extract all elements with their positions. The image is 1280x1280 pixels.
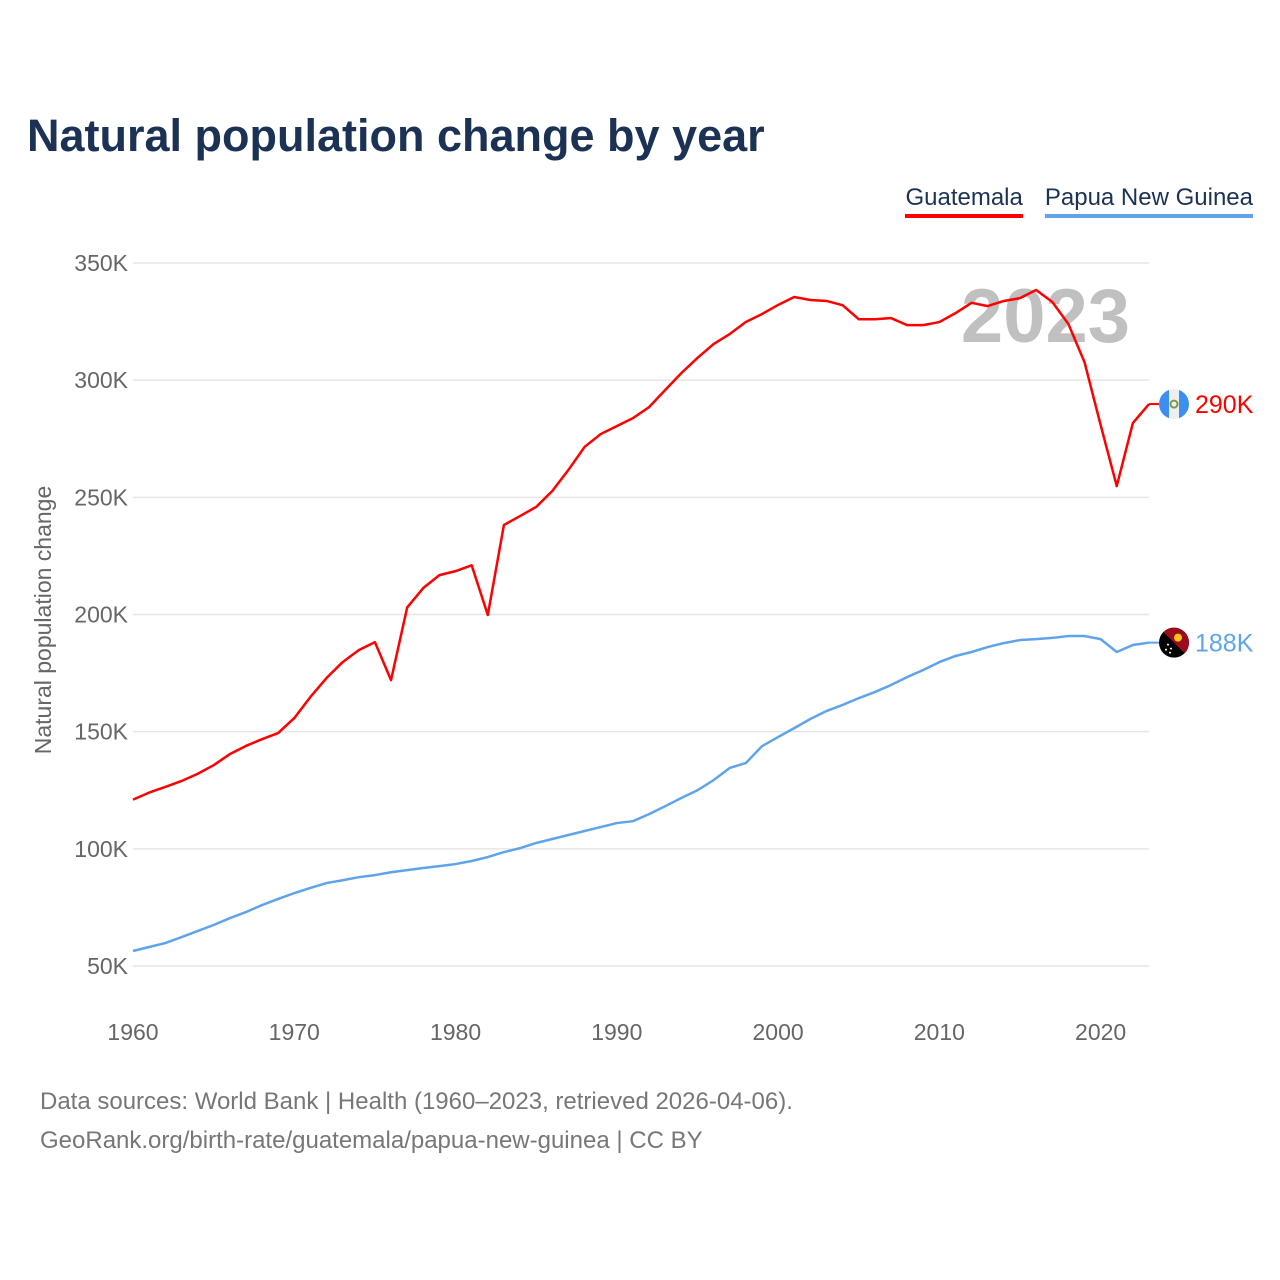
x-tick-label: 2000: [752, 1019, 803, 1045]
y-tick-label: 350K: [74, 250, 128, 276]
x-tick-label: 1980: [430, 1019, 481, 1045]
year-watermark: 2023: [961, 274, 1130, 359]
end-value-label: 290K: [1195, 391, 1254, 419]
y-tick-label: 100K: [74, 836, 128, 862]
y-tick-label: 200K: [74, 602, 128, 628]
x-tick-label: 2010: [914, 1019, 965, 1045]
footer-sources: Data sources: World Bank | Health (1960–…: [40, 1088, 793, 1115]
papua-new-guinea-flag-icon: [1159, 627, 1189, 658]
y-axis-label: Natural population change: [30, 486, 56, 755]
guatemala-flag-icon: [1159, 389, 1189, 420]
end-value-label: 188K: [1195, 630, 1254, 658]
legend-guatemala[interactable]: Guatemala: [905, 184, 1023, 218]
series-line-papua-new-guinea: [132, 634, 1150, 953]
x-tick-label: 1970: [269, 1019, 320, 1045]
footer-link[interactable]: GeoRank.org/birth-rate/guatemala/papua-n…: [40, 1127, 703, 1154]
chart-title: Natural population change by year: [27, 110, 765, 161]
x-tick-label: 1960: [107, 1019, 158, 1045]
legend-papua-new-guinea[interactable]: Papua New Guinea: [1044, 184, 1253, 218]
y-tick-label: 150K: [74, 719, 128, 745]
x-tick-label: 1990: [591, 1019, 642, 1045]
y-tick-label: 300K: [74, 367, 128, 393]
x-tick-label: 2020: [1075, 1019, 1126, 1045]
series-line-guatemala: [132, 288, 1150, 801]
legend: Guatemala Papua New Guinea: [905, 184, 1253, 218]
y-tick-label: 250K: [74, 484, 128, 510]
y-tick-label: 50K: [87, 953, 129, 979]
